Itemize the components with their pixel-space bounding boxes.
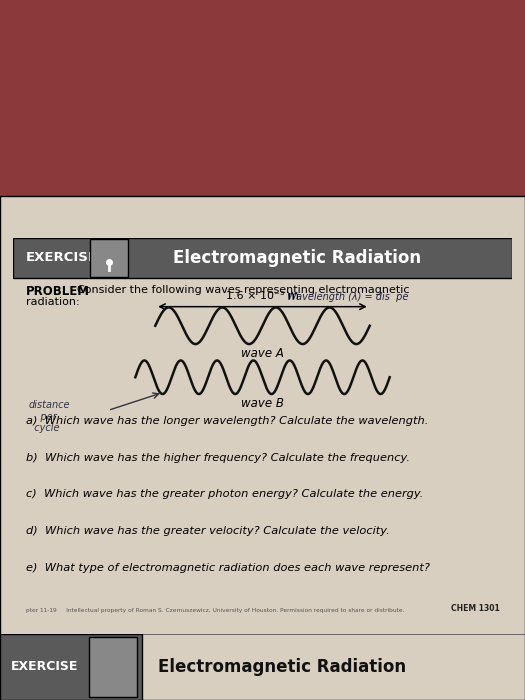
Text: c)  Which wave has the greater photon energy? Calculate the energy.: c) Which wave has the greater photon ene… (26, 489, 423, 499)
FancyBboxPatch shape (0, 196, 525, 700)
Text: wave A: wave A (241, 346, 284, 360)
FancyBboxPatch shape (0, 634, 142, 700)
Text: PROBLEM: PROBLEM (26, 285, 90, 298)
Text: Consider the following waves representing electromagnetic: Consider the following waves representin… (70, 285, 410, 295)
Text: Electromagnetic Radiation: Electromagnetic Radiation (158, 658, 406, 676)
Text: radiation:: radiation: (26, 297, 79, 307)
Text: wave B: wave B (241, 397, 284, 410)
Text: distance
    per
  cycle: distance per cycle (28, 400, 70, 433)
FancyBboxPatch shape (90, 239, 128, 277)
Text: e)  What type of electromagnetic radiation does each wave represent?: e) What type of electromagnetic radiatio… (26, 563, 429, 573)
Text: CHEM 1301: CHEM 1301 (450, 603, 499, 612)
Text: d)  Which wave has the greater velocity? Calculate the velocity.: d) Which wave has the greater velocity? … (26, 526, 390, 536)
Text: b)  Which wave has the higher frequency? Calculate the frequency.: b) Which wave has the higher frequency? … (26, 453, 410, 463)
FancyBboxPatch shape (89, 637, 136, 696)
FancyBboxPatch shape (13, 238, 512, 278)
Text: EXERCISE: EXERCISE (10, 660, 78, 673)
Text: a)  Which wave has the longer wavelength? Calculate the wavelength.: a) Which wave has the longer wavelength?… (26, 416, 428, 426)
Text: EXERCISE: EXERCISE (26, 251, 98, 265)
Text: Electromagnetic Radiation: Electromagnetic Radiation (173, 248, 422, 267)
Text: Wavelength (λ) = dis  pe: Wavelength (λ) = dis pe (288, 292, 409, 302)
Text: 1.6 × 10⁻³ m: 1.6 × 10⁻³ m (226, 291, 299, 301)
Text: pter 11-19     Intellectual property of Roman S. Czernuszewicz, University of Ho: pter 11-19 Intellectual property of Roma… (26, 608, 404, 612)
